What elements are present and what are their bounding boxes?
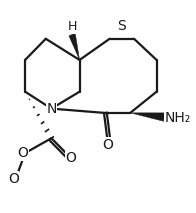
Text: S: S [118, 19, 126, 33]
Text: NH₂: NH₂ [164, 111, 191, 125]
Text: O: O [8, 172, 19, 186]
Text: O: O [17, 147, 28, 160]
Polygon shape [130, 113, 164, 121]
Text: O: O [66, 151, 77, 165]
Polygon shape [69, 33, 80, 60]
Text: N: N [46, 102, 57, 116]
Text: O: O [103, 138, 113, 152]
Text: H: H [68, 20, 77, 33]
